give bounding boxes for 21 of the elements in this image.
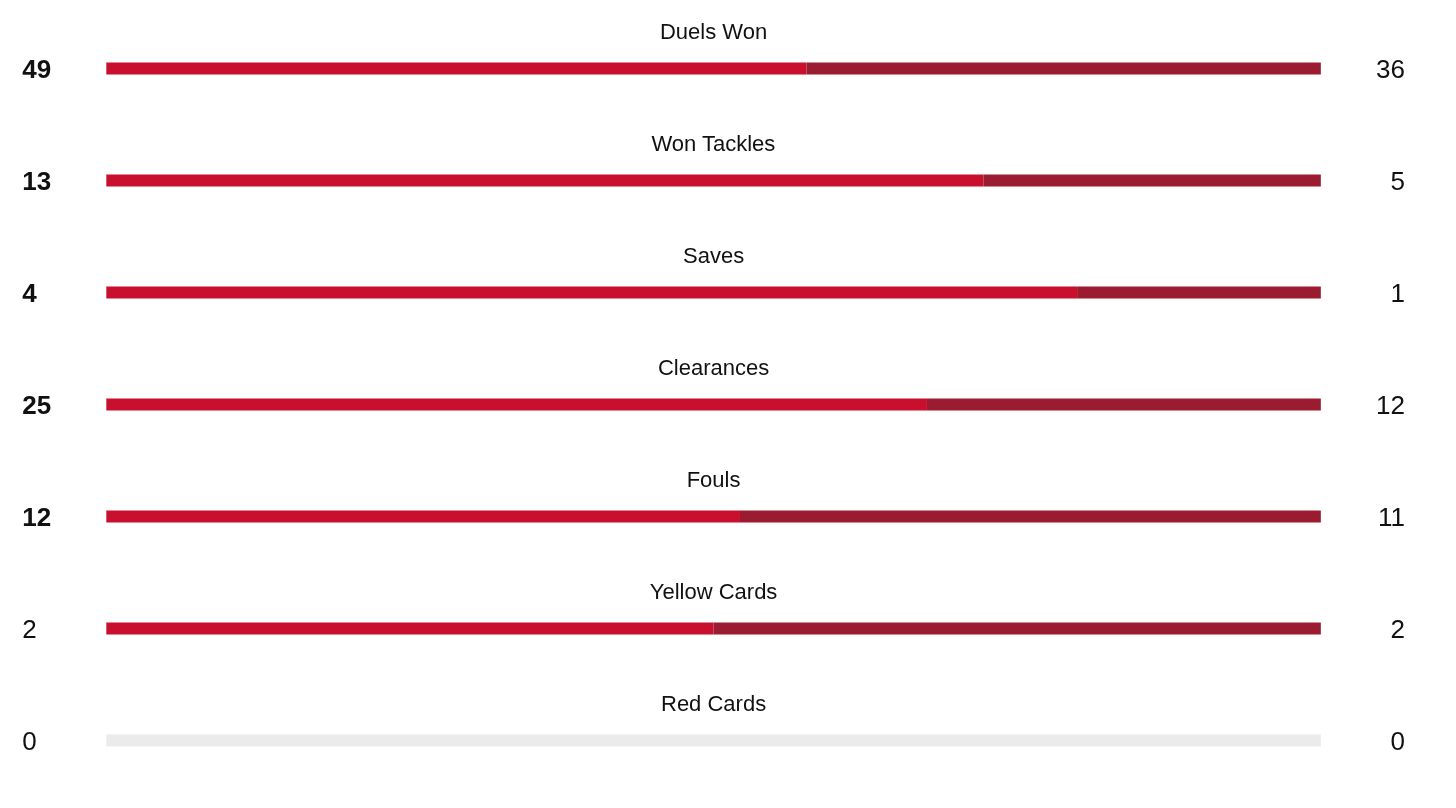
data-label: 4 [22, 277, 38, 308]
category-label: Duels Won [659, 19, 768, 44]
data-label: 13 [22, 165, 52, 196]
data-label: 12 [22, 501, 52, 532]
data-label: 2 [1390, 613, 1405, 644]
data-label: 11 [1377, 501, 1405, 532]
data-label: 1 [1390, 277, 1405, 308]
category-label: Red Cards [661, 691, 767, 716]
data-label: 0 [1390, 725, 1405, 756]
data-label: 12 [1375, 389, 1405, 420]
data-label: 49 [22, 53, 52, 84]
data-label: 2 [22, 613, 37, 644]
data-label: 5 [1390, 165, 1405, 196]
category-label: Yellow Cards [649, 579, 778, 604]
category-label: Won Tackles [651, 131, 776, 156]
category-label: Fouls [686, 467, 741, 492]
category-label: Saves [683, 243, 745, 268]
data-label: 0 [22, 725, 37, 756]
data-label: 25 [22, 389, 52, 420]
category-label: Clearances [657, 355, 770, 380]
data-label: 36 [1375, 53, 1405, 84]
